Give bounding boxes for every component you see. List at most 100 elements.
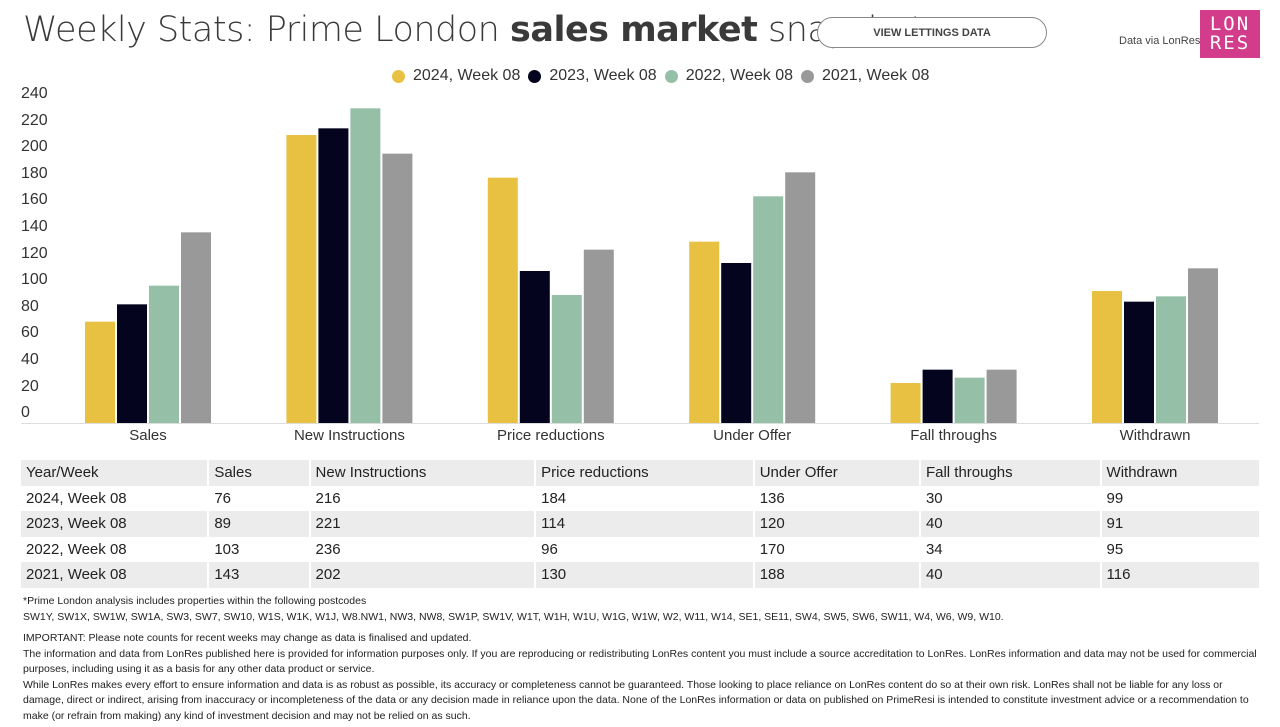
y-tick-label: 100 (21, 271, 48, 289)
y-tick-label: 240 (21, 85, 48, 102)
legend-dot-icon (392, 69, 405, 83)
table-cell: 89 (207, 511, 310, 537)
y-tick-label: 0 (21, 404, 30, 422)
chart-legend: 2024, Week 08 2023, Week 08 2022, Week 08 2… (392, 67, 937, 85)
column-header: New Instructions (308, 460, 536, 486)
bar-fall-throughs-1[interactable] (922, 369, 953, 423)
y-tick-label: 20 (21, 377, 39, 395)
table-cell: 2024, Week 08 (26, 489, 127, 507)
bar-withdrawn-0[interactable] (1092, 291, 1122, 423)
legend-item[interactable]: 2023, Week 08 (528, 67, 657, 85)
bar-new-instructions-3[interactable] (382, 153, 413, 423)
disclaimer-paragraph-2: While LonRes makes every effort to ensur… (23, 678, 1249, 722)
table-cell: 188 (752, 562, 920, 588)
x-tick-label: Fall throughs (910, 427, 997, 444)
table-cell: 236 (308, 536, 536, 562)
disclaimer: IMPORTANT: Please note counts for recent… (23, 631, 1263, 725)
x-tick-label: Price reductions (497, 427, 605, 444)
y-tick-label: 220 (21, 111, 48, 129)
bar-fall-throughs-0[interactable] (890, 383, 921, 423)
bar-price-reductions-1[interactable] (519, 271, 550, 423)
table-cell: 2021, Week 08 (26, 566, 127, 584)
table-cell: 2022, Week 08 (26, 540, 127, 558)
legend-item[interactable]: 2021, Week 08 (801, 67, 929, 85)
table-row: 2022, Week 08 103 236 96 170 34 95 (21, 536, 1259, 562)
table-cell: 99 (1099, 485, 1259, 511)
page-title: Weekly Stats: Prime London sales market … (23, 10, 924, 50)
title-emphasis: sales market (510, 10, 758, 50)
title-prefix: Weekly Stats: Prime London (23, 10, 510, 50)
x-tick-label: Sales (129, 427, 167, 444)
bar-new-instructions-1[interactable] (318, 128, 349, 424)
column-header: Price reductions (534, 460, 754, 486)
table-cell: 30 (918, 485, 1101, 511)
bar-new-instructions-2[interactable] (350, 108, 381, 423)
bar-sales-1[interactable] (117, 304, 147, 423)
bar-withdrawn-1[interactable] (1124, 301, 1154, 423)
bar-chart (21, 108, 1259, 424)
legend-label: 2022, Week 08 (685, 67, 794, 84)
postcode-notes: *Prime London analysis includes properti… (23, 594, 1004, 625)
legend-label: 2024, Week 08 (413, 67, 521, 84)
bar-new-instructions-0[interactable] (286, 135, 317, 423)
legend-item[interactable]: 2022, Week 08 (664, 67, 794, 85)
disclaimer-paragraph-1: The information and data from LonRes pub… (23, 647, 1257, 676)
column-header: Year/Week (26, 464, 99, 482)
column-header: Sales (207, 460, 310, 486)
table-cell: 184 (534, 485, 754, 511)
bar-price-reductions-0[interactable] (487, 177, 518, 423)
y-tick-label: 140 (21, 218, 48, 235)
x-tick-label: Withdrawn (1119, 427, 1191, 444)
column-header: Under Offer (752, 460, 920, 486)
column-header: Fall throughs (918, 460, 1101, 486)
table-cell: 40 (918, 511, 1101, 537)
bar-under-offer-0[interactable] (689, 241, 720, 423)
table-cell: 130 (534, 562, 754, 588)
y-tick-label: 40 (21, 351, 39, 368)
logo-line-2: RES (1209, 32, 1251, 54)
postcode-list: SW1Y, SW1X, SW1W, SW1A, SW3, SW7, SW10, … (23, 610, 1004, 623)
bar-sales-0[interactable] (85, 321, 115, 423)
table-cell: 95 (1099, 536, 1259, 562)
table-cell: 2023, Week 08 (26, 515, 127, 533)
y-tick-label: 60 (21, 324, 39, 342)
legend-dot-icon (664, 69, 678, 83)
bar-price-reductions-3[interactable] (583, 249, 614, 423)
table-cell: 216 (308, 485, 536, 511)
table-cell: 103 (207, 536, 310, 562)
table-cell: 202 (308, 562, 536, 588)
bar-price-reductions-2[interactable] (551, 295, 582, 423)
table-cell: 34 (918, 536, 1101, 562)
table-cell: 136 (752, 485, 920, 511)
bar-under-offer-1[interactable] (721, 263, 752, 423)
table-cell: 221 (308, 511, 536, 537)
bar-withdrawn-2[interactable] (1156, 296, 1186, 423)
bar-sales-2[interactable] (149, 285, 179, 423)
important-note: IMPORTANT: Please note counts for recent… (23, 632, 472, 644)
legend-label: 2021, Week 08 (822, 67, 930, 84)
stats-table: Year/Week Sales New Instructions Price redu… (21, 460, 1259, 588)
legend-item[interactable]: 2024, Week 08 (392, 67, 520, 85)
table-header-row: Year/Week Sales New Instructions Price redu… (21, 460, 1259, 486)
y-tick-label: 200 (21, 138, 48, 156)
bar-fall-throughs-2[interactable] (954, 377, 985, 423)
bar-under-offer-3[interactable] (785, 172, 816, 423)
table-cell: 116 (1099, 562, 1259, 588)
table-row: 2023, Week 08 89 221 114 120 40 91 (21, 511, 1259, 537)
legend-label: 2023, Week 08 (549, 67, 657, 84)
logo-line-1: LON (1209, 13, 1251, 35)
table-cell: 120 (752, 511, 920, 537)
table-cell: 76 (207, 485, 310, 511)
table-row: 2021, Week 08 143 202 130 188 40 116 (21, 562, 1259, 588)
legend-dot-icon (528, 69, 542, 83)
lonres-logo[interactable]: LON RES (1200, 10, 1260, 58)
bar-fall-throughs-3[interactable] (986, 369, 1017, 423)
bar-sales-3[interactable] (181, 232, 211, 423)
bar-under-offer-2[interactable] (753, 196, 784, 423)
bar-withdrawn-3[interactable] (1188, 268, 1218, 423)
data-source-label: Data via LonRes (1119, 35, 1201, 47)
view-lettings-data-button[interactable]: VIEW LETTINGS DATA (817, 17, 1047, 48)
table-cell: 170 (752, 536, 920, 562)
table-cell: 143 (207, 562, 310, 588)
column-header: Withdrawn (1099, 460, 1259, 486)
